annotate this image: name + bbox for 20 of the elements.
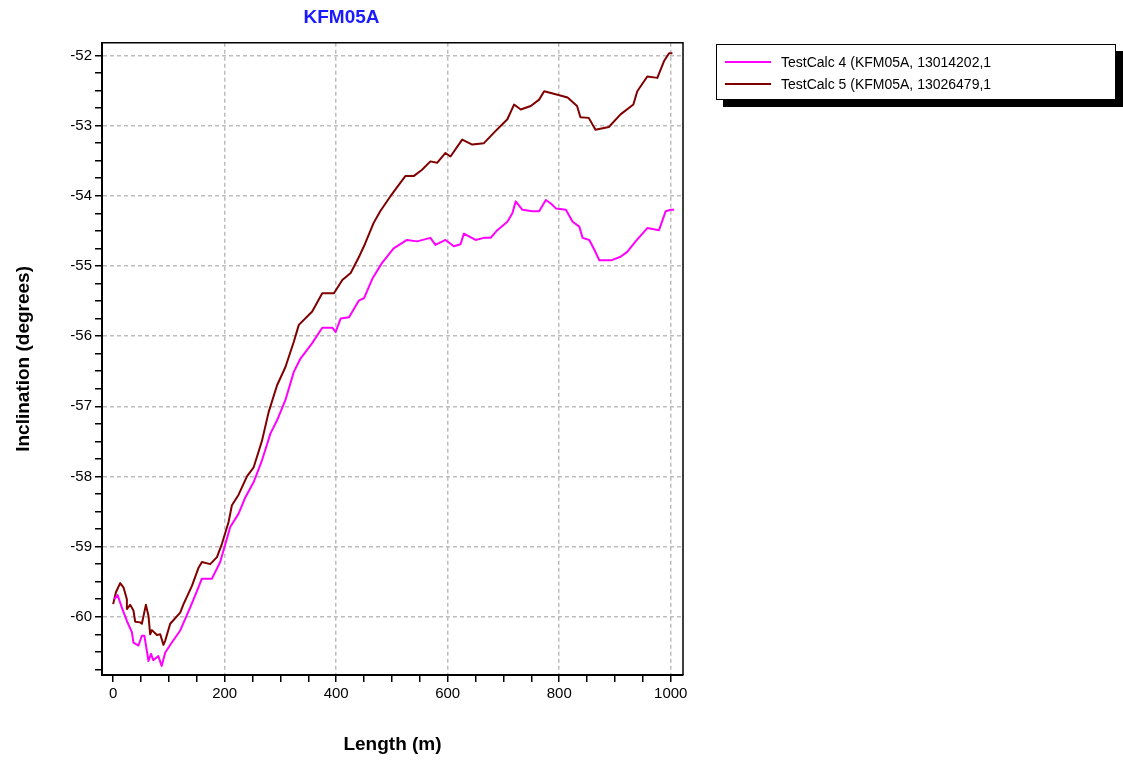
y-tick-label: -59 xyxy=(70,536,92,554)
legend-label: TestCalc 4 (KFM05A, 13014202,1 xyxy=(781,54,992,70)
x-tick-label: 600 xyxy=(435,683,461,701)
chart-title: KFM05A xyxy=(303,5,380,27)
x-tick-label: 200 xyxy=(212,683,238,701)
x-tick-label: 400 xyxy=(323,683,349,701)
x-tick-label: 0 xyxy=(108,683,118,701)
y-tick-label: -54 xyxy=(70,185,92,203)
y-axis-title: Inclination (degrees) xyxy=(11,265,33,452)
y-tick-label: -60 xyxy=(70,606,92,624)
y-tick-label: -56 xyxy=(70,326,92,344)
x-tick-label: 800 xyxy=(546,683,572,701)
x-tick-label: 1000 xyxy=(654,683,688,701)
y-tick-label: -53 xyxy=(70,115,92,133)
y-tick-label: -55 xyxy=(70,256,92,274)
legend-label: TestCalc 5 (KFM05A, 13026479,1 xyxy=(781,76,992,92)
y-tick-label: -57 xyxy=(70,396,92,414)
y-tick-label: -58 xyxy=(70,466,92,484)
y-tick-label: -52 xyxy=(70,45,92,63)
x-axis-title: Length (m) xyxy=(343,732,442,754)
